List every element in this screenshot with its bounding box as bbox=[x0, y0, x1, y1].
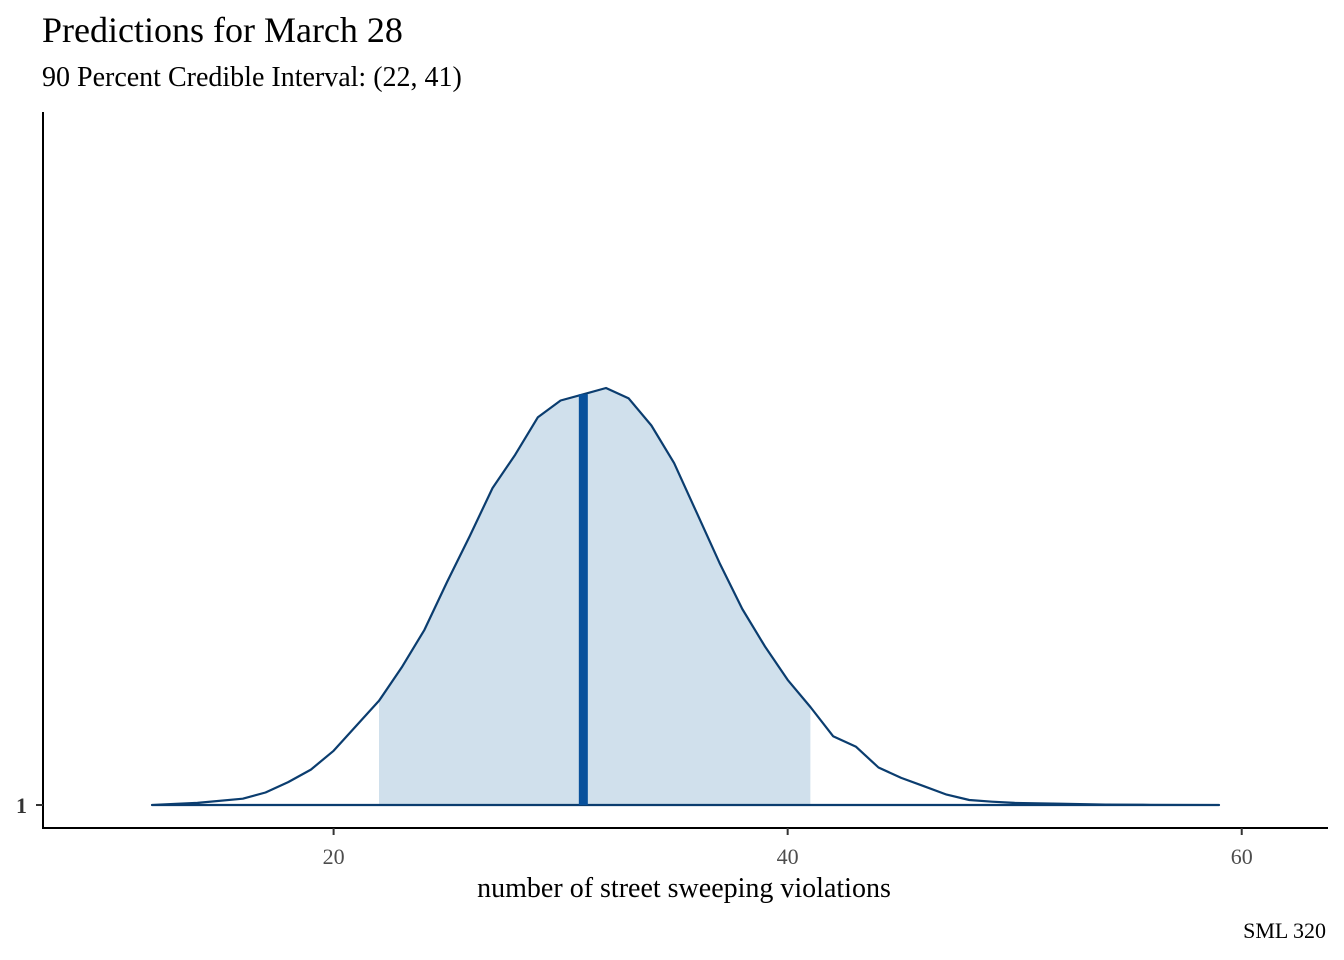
x-axis-title: number of street sweeping violations bbox=[477, 873, 891, 904]
plot-layer bbox=[150, 386, 1221, 807]
credible-interval-area bbox=[379, 388, 811, 805]
caption: SML 320 bbox=[1243, 918, 1326, 943]
y-tick-label: 1 bbox=[16, 793, 27, 818]
axis-layer: 20 40 60 1 bbox=[16, 112, 1328, 869]
x-tick-label: 60 bbox=[1231, 844, 1253, 869]
density-curve bbox=[150, 386, 1221, 807]
chart-title: Predictions for March 28 bbox=[42, 10, 403, 50]
x-tick-label: 20 bbox=[323, 844, 345, 869]
chart-subtitle: 90 Percent Credible Interval: (22, 41) bbox=[42, 62, 462, 93]
x-tick-label: 40 bbox=[777, 844, 799, 869]
